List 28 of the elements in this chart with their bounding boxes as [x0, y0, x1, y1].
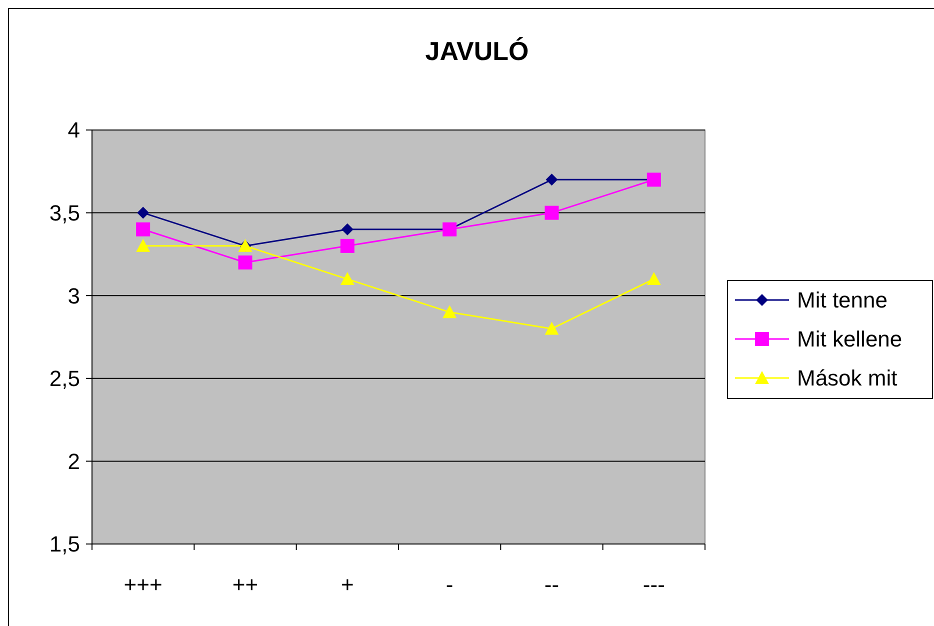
legend-label: Mások mit: [797, 366, 898, 391]
point: [544, 322, 559, 335]
y-tick-label: 3,5: [49, 200, 80, 226]
point: [340, 272, 354, 286]
point: [646, 272, 661, 286]
x-tick-label: --: [544, 572, 560, 597]
x-tick-label: +: [340, 572, 354, 597]
y-tick-label: 2: [68, 448, 80, 474]
point: [442, 305, 457, 318]
point: [136, 238, 150, 252]
legend-label: Mit kellene: [797, 326, 902, 352]
y-tick-label: 2,5: [49, 366, 80, 392]
x-tick-label: -: [446, 572, 454, 597]
point: [546, 174, 558, 186]
point: [340, 238, 354, 253]
y-tick-label: 4: [68, 118, 80, 143]
point: [544, 206, 559, 220]
point: [137, 206, 150, 219]
point: [238, 255, 252, 270]
y-tick-label: 3: [68, 283, 80, 308]
y-tick-label: 1,5: [49, 532, 80, 557]
point: [136, 222, 150, 236]
chart-title: JAVULÓ: [425, 36, 529, 66]
x-tick-label: ++: [232, 572, 258, 597]
point: [341, 223, 354, 236]
x-tick-label: +++: [124, 572, 162, 597]
x-tick-label: ---: [642, 572, 665, 597]
legend-label: Mit tenne: [797, 288, 888, 313]
